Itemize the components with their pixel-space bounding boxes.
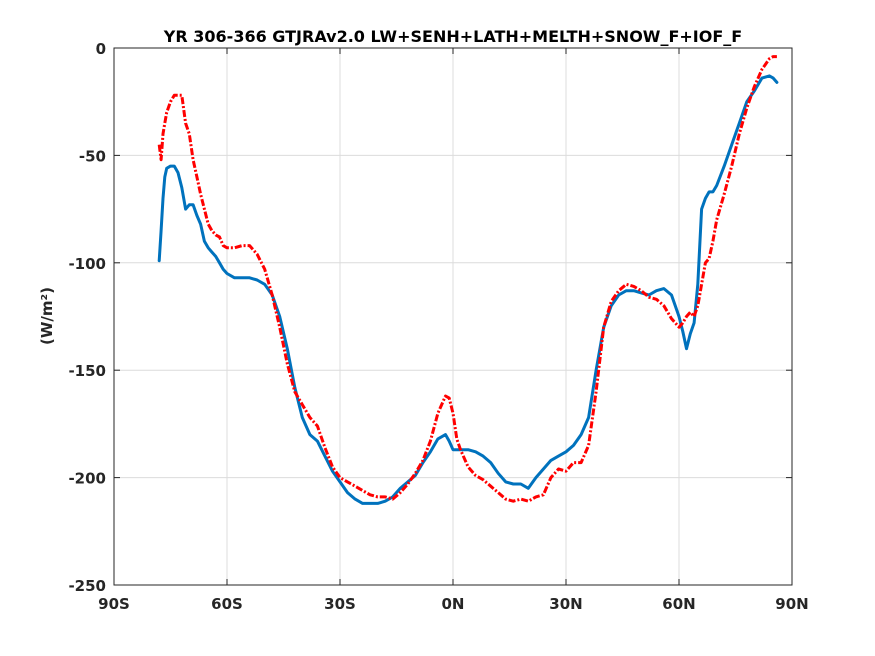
x-tick-label: 30N bbox=[549, 595, 582, 613]
grid bbox=[114, 48, 792, 585]
x-tick-label: 60N bbox=[662, 595, 695, 613]
series-layer bbox=[157, 55, 779, 505]
axis-ticks bbox=[113, 47, 793, 586]
y-tick-label: 0 bbox=[96, 40, 106, 58]
y-tick-labels: 0 -50 -100 -150 -200 -250 bbox=[68, 40, 106, 595]
y-tick-label: -50 bbox=[79, 147, 106, 165]
x-tick-label: 0N bbox=[442, 595, 465, 613]
x-tick-label: 30S bbox=[324, 595, 356, 613]
x-tick-label: 60S bbox=[211, 595, 243, 613]
y-tick-label: -150 bbox=[68, 362, 106, 380]
x-tick-label: 90S bbox=[98, 595, 130, 613]
y-axis-label: (W/m²) bbox=[38, 287, 56, 345]
series-line-1 bbox=[157, 74, 779, 505]
x-tick-label: 90N bbox=[775, 595, 808, 613]
y-tick-label: -250 bbox=[68, 577, 106, 595]
chart-title: YR 306-366 GTJRAv2.0 LW+SENH+LATH+MELTH+… bbox=[163, 27, 742, 46]
x-tick-labels: 90S 60S 30S 0N 30N 60N 90N bbox=[98, 595, 809, 613]
series-line-2 bbox=[157, 55, 777, 503]
y-tick-label: -200 bbox=[68, 470, 106, 488]
y-tick-label: -100 bbox=[68, 255, 106, 273]
